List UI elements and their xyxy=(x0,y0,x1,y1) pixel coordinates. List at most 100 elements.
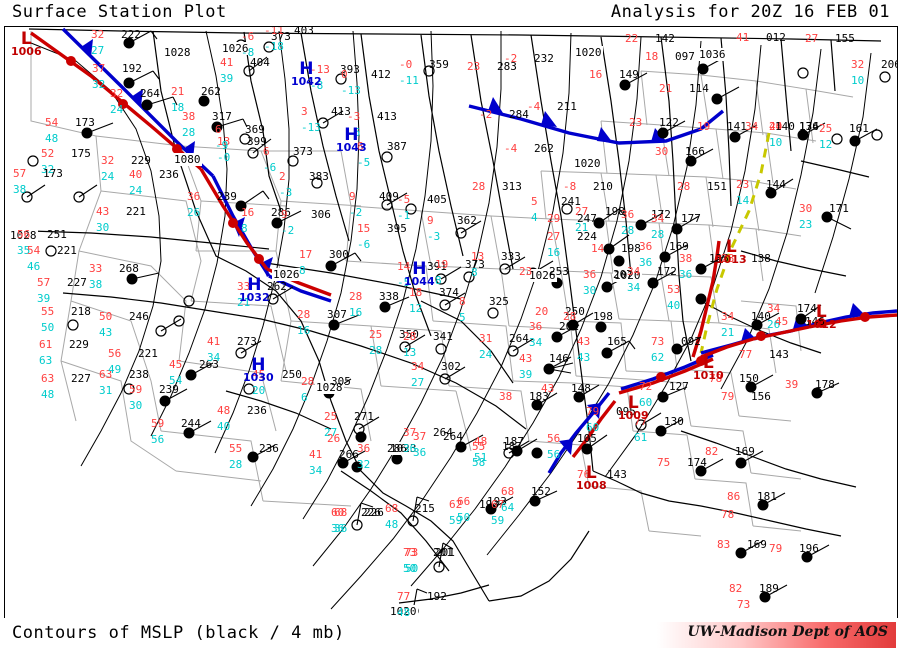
pressure-center-value: 1012 xyxy=(806,318,837,331)
station-pressure: 306 xyxy=(311,208,331,221)
station-temperature: 43 xyxy=(577,335,591,348)
station-temperature: 13 xyxy=(471,250,485,263)
station-dewpoint: 60 xyxy=(586,421,600,434)
station-temperature: 34 xyxy=(651,212,665,225)
station-pressure: 373 xyxy=(271,30,291,43)
station-temperature: 25 xyxy=(819,122,833,135)
station-temperature: 16 xyxy=(241,206,255,219)
station-dewpoint: 5 xyxy=(459,311,466,324)
station-pressure: 140 xyxy=(775,120,795,133)
station-pressure: 149 xyxy=(619,68,639,81)
station-temperature: 40 xyxy=(129,168,143,181)
station-pressure: 169 xyxy=(735,445,755,458)
station-temperature: 6 xyxy=(263,145,270,158)
station-pressure: 313 xyxy=(502,180,522,193)
station-dewpoint: -13 xyxy=(301,121,321,134)
station-dewpoint: 50 xyxy=(405,562,419,575)
station-pressure: 165 xyxy=(607,335,627,348)
station-pressure: 283 xyxy=(497,60,517,73)
station-pressure: 250 xyxy=(565,305,585,318)
station-pressure: 138 xyxy=(751,252,771,265)
map-canvas[interactable]: 1036 1028 1028 1026 1026 1020 1020 1020 1028 1026… xyxy=(5,27,897,619)
station-pressure: 173 xyxy=(43,167,63,180)
station-pressure: 229 xyxy=(131,154,151,167)
station-pressure: 192 xyxy=(122,62,142,75)
station-dewpoint: 50 xyxy=(41,321,55,334)
station-pressure: 144 xyxy=(766,178,786,191)
station-pressure: 183 xyxy=(529,390,549,403)
station-pressure: 161 xyxy=(849,122,869,135)
high-pressure-center: H 1042 xyxy=(291,61,322,88)
station-temperature: 68 xyxy=(385,502,399,515)
station-pressure: 178 xyxy=(815,378,835,391)
high-pressure-center: H 1043 xyxy=(336,127,367,154)
station-dewpoint: 59 xyxy=(491,514,505,527)
low-pressure-center: L 1010 xyxy=(693,355,724,382)
station-pressure: 177 xyxy=(681,212,701,225)
station-temperature: 28 xyxy=(677,180,691,193)
station-temperature: 34 xyxy=(411,360,425,373)
station-temperature: 25 xyxy=(369,328,383,341)
station-dewpoint: 20 xyxy=(252,384,266,397)
pressure-center-glyph: L xyxy=(815,302,827,322)
station-temperature: 14 xyxy=(397,260,411,273)
station-pressure: 302 xyxy=(441,360,461,373)
station-temperature: -13 xyxy=(310,63,330,76)
station-pressure: 250 xyxy=(282,368,302,381)
station-pressure: 393 xyxy=(340,63,360,76)
station-pressure: 391 xyxy=(427,260,447,273)
station-temperature: 43 xyxy=(519,352,533,365)
station-pressure: 317 xyxy=(212,110,232,123)
station-dewpoint: 35 xyxy=(17,244,31,257)
station-dewpoint: 12 xyxy=(409,302,423,315)
station-temperature: 30 xyxy=(655,145,669,158)
station-dewpoint: -0 xyxy=(217,151,231,164)
station-pressure: 201 xyxy=(435,546,455,559)
station-temperature: 23 xyxy=(467,60,481,73)
station-pressure: 404 xyxy=(250,56,270,69)
station-pressure: 221 xyxy=(57,244,77,257)
station-temperature: 73 xyxy=(405,546,419,559)
station-temperature: 34 xyxy=(767,302,781,315)
station-dewpoint: 48 xyxy=(397,606,411,619)
station-pressure: 166 xyxy=(685,145,705,158)
pressure-center-glyph: L xyxy=(627,393,639,413)
station-pressure: 207 xyxy=(613,268,633,281)
station-pressure: 169 xyxy=(669,240,689,253)
station-dewpoint: 4 xyxy=(531,211,538,224)
station-pressure: 273 xyxy=(237,335,257,348)
station-dewpoint: 14 xyxy=(736,194,750,207)
station-dewpoint: 36 xyxy=(334,522,348,535)
station-temperature: 15 xyxy=(357,222,371,235)
station-temperature: 36 xyxy=(187,190,201,203)
station-pressure: 189 xyxy=(759,582,779,595)
station-pressure: 192 xyxy=(427,590,447,603)
station-dewpoint: -3 xyxy=(427,230,441,243)
station-pressure: 412 xyxy=(371,68,391,81)
station-temperature: 19 xyxy=(435,258,449,271)
station-temperature: 36 xyxy=(529,320,543,333)
station-temperature: 72 xyxy=(639,380,653,393)
isobar-label: 1020 xyxy=(573,157,602,170)
station-dewpoint: -6 xyxy=(347,126,361,139)
station-pressure: 156 xyxy=(751,390,771,403)
station-pressure: 187 xyxy=(502,440,522,453)
pressure-center-value: 1009 xyxy=(618,409,649,422)
station-pressure: 224 xyxy=(577,230,597,243)
station-pressure: 239 xyxy=(217,190,237,203)
map-frame[interactable]: 1036 1028 1028 1026 1026 1020 1020 1020 1028 1026… xyxy=(4,26,898,620)
station-dewpoint: 64 xyxy=(501,501,515,514)
station-temperature: 19 xyxy=(697,120,711,133)
station-temperature: 52 xyxy=(41,147,55,160)
station-temperature: 76 xyxy=(577,468,591,481)
station-temperature: 23 xyxy=(519,265,533,278)
station-dewpoint: 34 xyxy=(207,351,221,364)
station-dewpoint: 26 xyxy=(767,318,781,331)
station-temperature: -8 xyxy=(563,180,577,193)
station-pressure: 264 xyxy=(443,430,463,443)
station-dewpoint: 60 xyxy=(639,396,653,409)
station-pressure: 333 xyxy=(501,250,521,263)
station-temperature: -0 xyxy=(399,58,413,71)
station-pressure: 350 xyxy=(399,328,419,341)
station-dewpoint: 39 xyxy=(220,72,234,85)
